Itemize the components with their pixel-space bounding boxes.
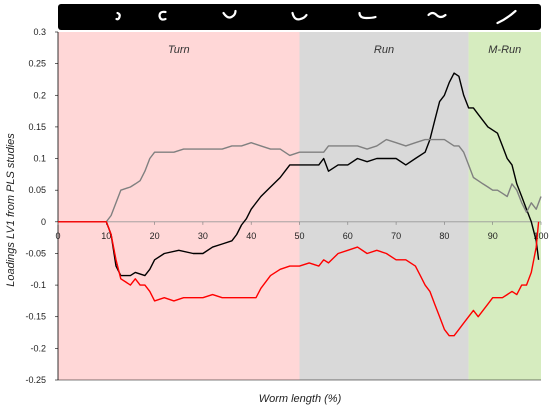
worm-posture-icon-3 bbox=[222, 9, 237, 19]
series-line-1 bbox=[58, 72, 540, 277]
worm-posture-icon-4 bbox=[291, 11, 308, 21]
header-strip-background bbox=[58, 4, 541, 30]
x-tick-label: 80 bbox=[439, 231, 449, 241]
y-tick-label: 0.05 bbox=[28, 185, 46, 195]
series-line-2 bbox=[58, 138, 542, 223]
x-tick-label: 0 bbox=[55, 231, 60, 241]
y-tick-label: -0.1 bbox=[30, 280, 46, 290]
y-tick-label: 0 bbox=[41, 217, 46, 227]
worm-posture-shape-5 bbox=[358, 11, 377, 20]
region-label-run: Run bbox=[374, 44, 394, 56]
worm-posture-shape-6 bbox=[427, 11, 447, 19]
y-tick-label: 0.1 bbox=[33, 154, 46, 164]
worm-posture-icon-5 bbox=[358, 11, 377, 20]
x-tick-label: 90 bbox=[488, 231, 498, 241]
series-line-3 bbox=[58, 221, 540, 337]
x-tick-label: 10 bbox=[101, 231, 111, 241]
worm-posture-shape-2 bbox=[158, 10, 167, 21]
region-label-turn: Turn bbox=[168, 44, 190, 56]
worm-posture-icon-2 bbox=[158, 10, 167, 21]
y-tick-label: 0.3 bbox=[33, 27, 46, 37]
x-tick-label: 100 bbox=[533, 231, 548, 241]
y-tick-label: -0.15 bbox=[25, 312, 46, 322]
x-tick-label: 20 bbox=[150, 231, 160, 241]
y-tick-label: 0.2 bbox=[33, 90, 46, 100]
x-tick-label: 50 bbox=[294, 231, 304, 241]
worm-posture-icon-7 bbox=[496, 9, 517, 25]
worm-posture-shape-1 bbox=[115, 11, 121, 21]
y-axis-title: Loadings LV1 from PLS studies bbox=[5, 133, 17, 287]
regions-layer: Turn Run M-Run bbox=[58, 32, 541, 380]
worm-posture-shape-4 bbox=[291, 11, 308, 21]
x-tick-label: 40 bbox=[246, 231, 256, 241]
y-tick-label: -0.05 bbox=[25, 248, 46, 258]
worm-posture-icon-6 bbox=[427, 11, 447, 19]
x-tick-label: 30 bbox=[198, 231, 208, 241]
y-tick-label: -0.2 bbox=[30, 343, 46, 353]
x-tick-label: 60 bbox=[343, 231, 353, 241]
region-label-m-run: M-Run bbox=[488, 44, 521, 56]
x-tick-label: 70 bbox=[391, 231, 401, 241]
y-tick-label: 0.15 bbox=[28, 122, 46, 132]
worm-posture-icon-1 bbox=[115, 11, 121, 21]
y-tick-label: 0.25 bbox=[28, 59, 46, 69]
y-tick-label: -0.25 bbox=[25, 375, 46, 385]
axes-layer: -0.25 -0.2 -0.15 -0.1 -0.05 0 0.05 0.1 0.15 0.2 0.… bbox=[25, 27, 548, 385]
region-run-band bbox=[299, 32, 469, 380]
worm-posture-shape-7 bbox=[496, 9, 517, 25]
x-axis-title: Worm length (%) bbox=[259, 393, 342, 405]
series-layer bbox=[58, 72, 542, 337]
region-turn-band bbox=[58, 32, 300, 380]
worm-posture-shape-3 bbox=[222, 9, 237, 19]
header-strip bbox=[58, 4, 541, 30]
